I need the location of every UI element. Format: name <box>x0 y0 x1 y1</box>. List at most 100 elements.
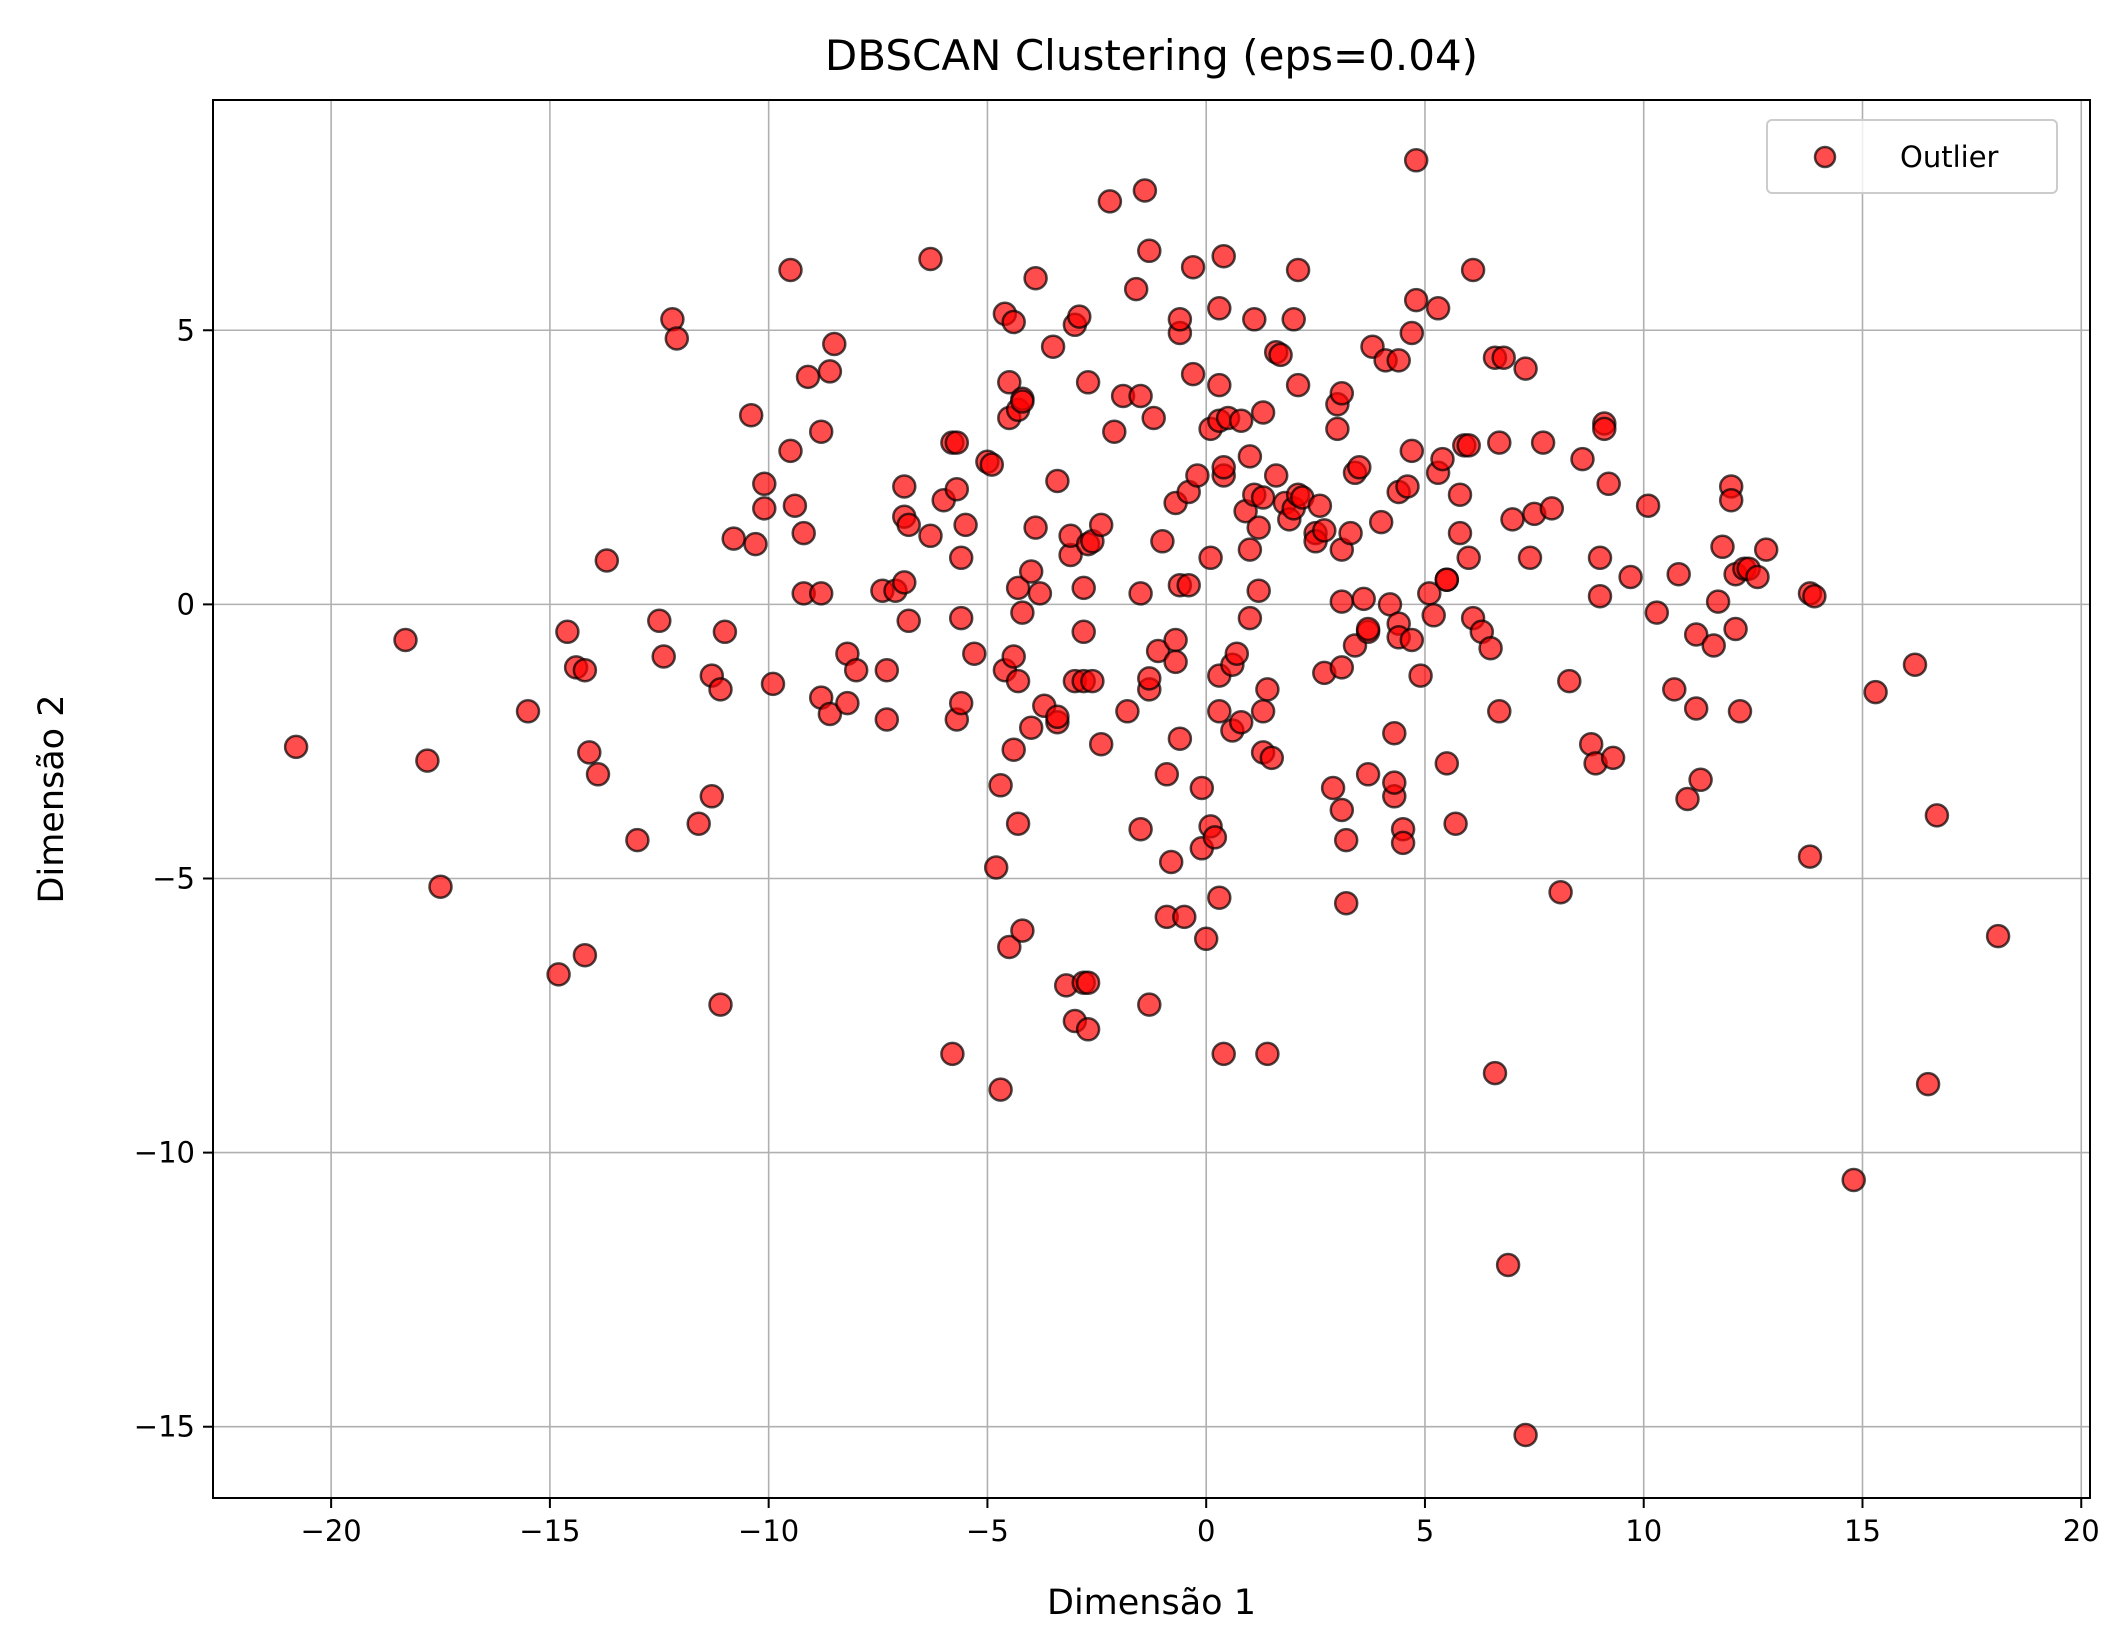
data-point <box>1841 1167 1866 1193</box>
data-point <box>1456 545 1481 571</box>
data-point <box>979 452 1005 477</box>
data-point <box>1487 699 1512 724</box>
data-point <box>1075 1017 1101 1042</box>
data-point <box>1080 668 1105 694</box>
data-point <box>1924 803 1950 828</box>
data-point <box>572 657 598 683</box>
data-point <box>1268 342 1293 368</box>
x-tick-label: −5 <box>966 1514 1009 1548</box>
x-tick-label: −20 <box>301 1514 362 1548</box>
data-point <box>817 359 843 384</box>
data-point <box>1211 455 1236 480</box>
data-point <box>1102 419 1127 444</box>
data-point <box>1005 811 1031 836</box>
data-point <box>1137 992 1162 1017</box>
data-point <box>997 934 1022 960</box>
data-point <box>1727 699 1753 724</box>
data-point <box>997 370 1022 395</box>
data-point <box>1128 816 1153 842</box>
data-point <box>555 619 580 645</box>
data-point <box>1325 416 1350 442</box>
data-point <box>988 773 1013 798</box>
data-point <box>572 942 598 968</box>
data-point <box>1128 581 1153 606</box>
data-point <box>1228 709 1254 735</box>
x-tick-label: −15 <box>519 1514 580 1548</box>
data-point <box>1281 307 1306 332</box>
data-point <box>1329 381 1355 406</box>
data-point <box>1723 616 1748 642</box>
data-point <box>1018 559 1044 584</box>
y-tick-label: 5 <box>177 313 195 347</box>
data-point <box>988 1077 1013 1102</box>
data-point <box>1355 762 1381 787</box>
data-point <box>1198 545 1223 571</box>
legend: Outlier <box>1766 119 2058 194</box>
data-point <box>1557 668 1582 694</box>
data-point <box>1088 512 1114 538</box>
data-point <box>892 474 917 499</box>
data-point <box>1088 731 1114 757</box>
data-point <box>1027 581 1053 606</box>
data-point <box>1023 515 1048 540</box>
data-point <box>1513 356 1538 381</box>
data-point <box>1495 1252 1521 1278</box>
data-point <box>1158 849 1184 875</box>
data-point <box>1255 677 1280 702</box>
data-point <box>1097 189 1123 214</box>
legend-marker <box>1813 145 1837 169</box>
data-point <box>1250 699 1276 724</box>
data-point <box>585 762 611 787</box>
data-point <box>778 438 803 464</box>
data-point <box>1530 430 1556 455</box>
data-point <box>515 699 541 724</box>
data-point <box>1482 1060 1508 1086</box>
data-point <box>1478 635 1503 661</box>
data-point <box>1329 655 1355 680</box>
data-point <box>1338 520 1363 546</box>
data-point <box>708 677 733 702</box>
y-axis-label: Dimensão 2 <box>32 695 72 904</box>
data-point <box>1434 751 1460 776</box>
data-point <box>1193 926 1219 952</box>
data-point <box>686 811 711 836</box>
data-point <box>1675 786 1700 812</box>
data-point <box>651 644 676 669</box>
data-point <box>1246 578 1271 603</box>
data-point <box>1460 257 1486 283</box>
data-point <box>1172 904 1197 930</box>
data-point <box>1145 638 1171 664</box>
data-point <box>594 548 620 573</box>
data-point <box>1539 496 1565 521</box>
data-point <box>1207 372 1232 398</box>
data-point <box>1320 775 1346 801</box>
data-points <box>283 148 2011 1448</box>
x-axis-label: Dimensão 1 <box>1047 1583 1256 1623</box>
data-point <box>1915 1071 1941 1097</box>
data-point <box>1390 830 1416 856</box>
x-tick-label: 10 <box>1625 1514 1662 1548</box>
data-point <box>1592 416 1617 442</box>
data-point <box>1710 534 1735 560</box>
data-point <box>428 874 453 899</box>
data-point <box>983 855 1009 880</box>
data-point <box>817 701 843 727</box>
data-point <box>1644 600 1670 625</box>
data-point <box>1600 745 1626 771</box>
data-point <box>1329 797 1355 823</box>
chart-title: DBSCAN Clustering (eps=0.04) <box>825 31 1478 80</box>
data-point <box>1802 583 1827 609</box>
data-point <box>1351 586 1376 612</box>
x-axis-ticks: −20 −15 −10 −5 0 5 10 15 20 <box>301 1498 2100 1548</box>
x-tick-label: 15 <box>1844 1514 1881 1548</box>
data-point <box>1718 487 1744 513</box>
data-point <box>721 526 746 551</box>
data-point <box>1347 455 1372 480</box>
data-point <box>1137 666 1162 691</box>
data-point <box>664 326 690 351</box>
data-point <box>944 476 970 502</box>
data-point <box>1123 276 1149 302</box>
data-point <box>1683 696 1709 721</box>
